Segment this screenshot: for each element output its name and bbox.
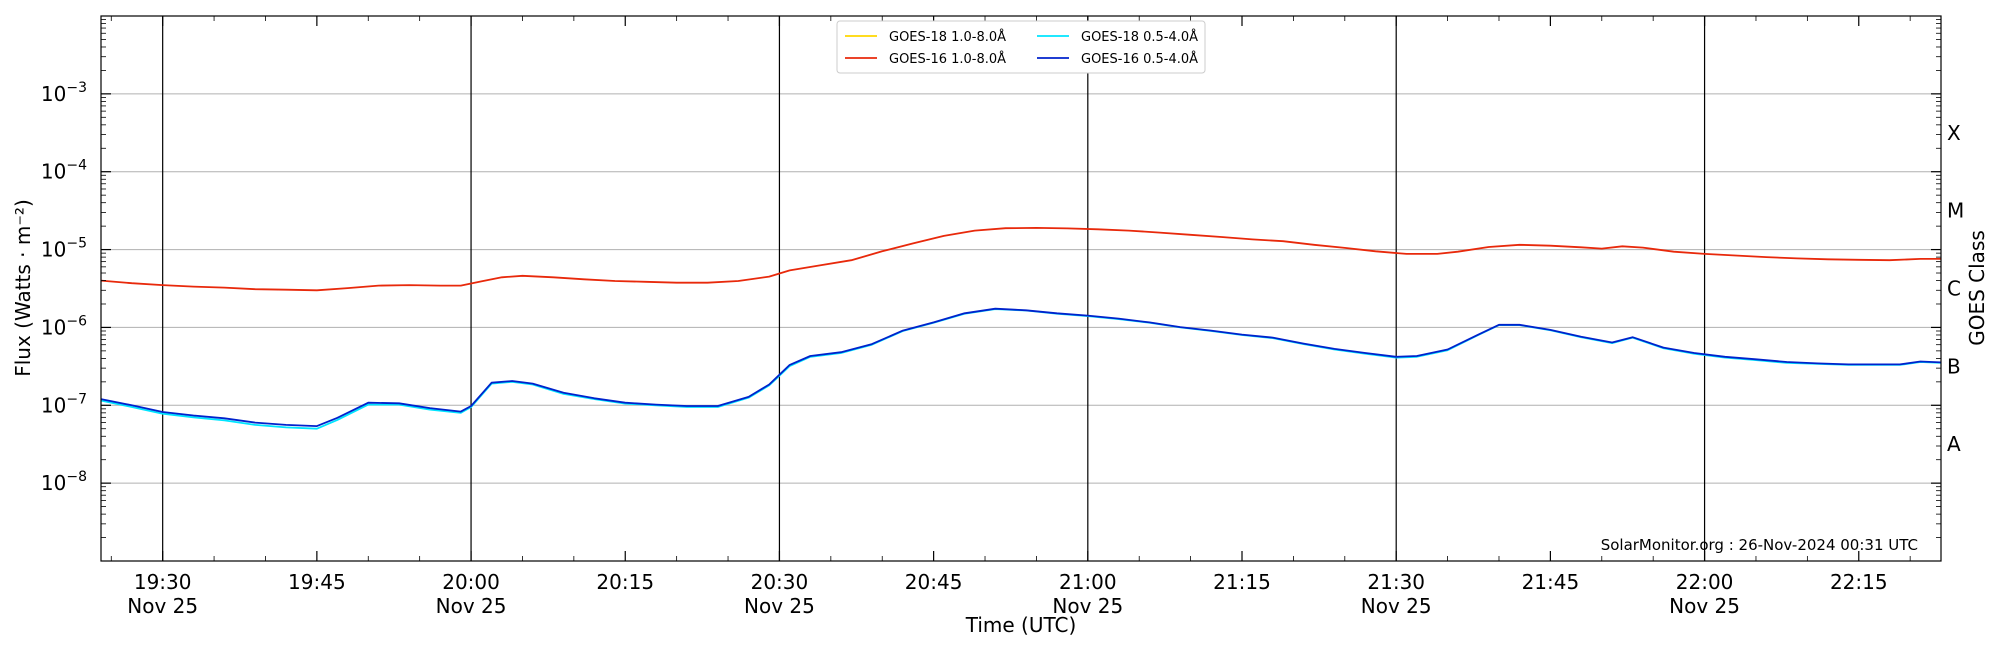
x-tick-label-10: 22:00 bbox=[1676, 570, 1734, 594]
legend-label-1: GOES-18 0.5-4.0Å bbox=[1081, 29, 1198, 45]
x-tick-label-2: 20:00 bbox=[442, 570, 500, 594]
y-axis-title: Flux (Watts · m⁻²) bbox=[11, 199, 35, 377]
x-tick-date-label-0: Nov 25 bbox=[127, 594, 198, 618]
x-tick-label-0: 19:30 bbox=[134, 570, 192, 594]
goes-class-label-2: C bbox=[1947, 277, 1961, 301]
series-line-2 bbox=[101, 227, 1941, 292]
series-lines bbox=[101, 227, 1941, 430]
x-tick-label-11: 22:15 bbox=[1830, 570, 1888, 594]
goes-class-label-0: A bbox=[1947, 432, 1961, 456]
x-tick-date-label-4: Nov 25 bbox=[744, 594, 815, 618]
plot-frame bbox=[100, 15, 1942, 562]
goes-class-label-3: M bbox=[1947, 199, 1964, 223]
x-tick-label-6: 21:00 bbox=[1059, 570, 1117, 594]
x-tick-date-label-8: Nov 25 bbox=[1361, 594, 1432, 618]
legend-box bbox=[836, 20, 1206, 74]
time-marker-lines bbox=[162, 16, 1706, 561]
y-tick-label-2: 10−6 bbox=[41, 313, 87, 339]
y-tick-label-0: 10−8 bbox=[41, 469, 87, 495]
y-tick-label-5: 10−3 bbox=[41, 80, 87, 106]
x-tick-label-3: 20:15 bbox=[596, 570, 654, 594]
x-tick-label-7: 21:15 bbox=[1213, 570, 1271, 594]
x-axis-title: Time (UTC) bbox=[965, 613, 1077, 637]
x-tick-label-4: 20:30 bbox=[751, 570, 809, 594]
x-tick-label-8: 21:30 bbox=[1367, 570, 1425, 594]
axis-ticks bbox=[101, 16, 1941, 561]
x-tick-label-1: 19:45 bbox=[288, 570, 346, 594]
y-tick-label-4: 10−4 bbox=[41, 158, 87, 184]
x-tick-date-label-10: Nov 25 bbox=[1669, 594, 1740, 618]
watermark-text: SolarMonitor.org : 26-Nov-2024 00:31 UTC bbox=[1601, 536, 1918, 554]
legend-label-2: GOES-16 1.0-8.0Å bbox=[889, 51, 1006, 67]
y-tick-label-3: 10−5 bbox=[41, 236, 87, 262]
goes-class-label-1: B bbox=[1947, 354, 1961, 378]
series-line-3 bbox=[101, 307, 1941, 427]
x-tick-date-label-2: Nov 25 bbox=[436, 594, 507, 618]
x-tick-label-9: 21:45 bbox=[1522, 570, 1580, 594]
y-tick-label-1: 10−7 bbox=[41, 391, 87, 417]
legend-label-0: GOES-18 1.0-8.0Å bbox=[889, 29, 1006, 45]
legend-label-3: GOES-16 0.5-4.0Å bbox=[1081, 51, 1198, 67]
y2-axis-title: GOES Class bbox=[1965, 230, 1989, 346]
x-tick-date-label-6: Nov 25 bbox=[1052, 594, 1123, 618]
legend: GOES-18 1.0-8.0Å GOES-16 1.0-8.0Å GOES-18 … bbox=[836, 20, 1206, 74]
x-tick-label-5: 20:45 bbox=[905, 570, 963, 594]
goes-class-label-4: X bbox=[1947, 121, 1961, 145]
